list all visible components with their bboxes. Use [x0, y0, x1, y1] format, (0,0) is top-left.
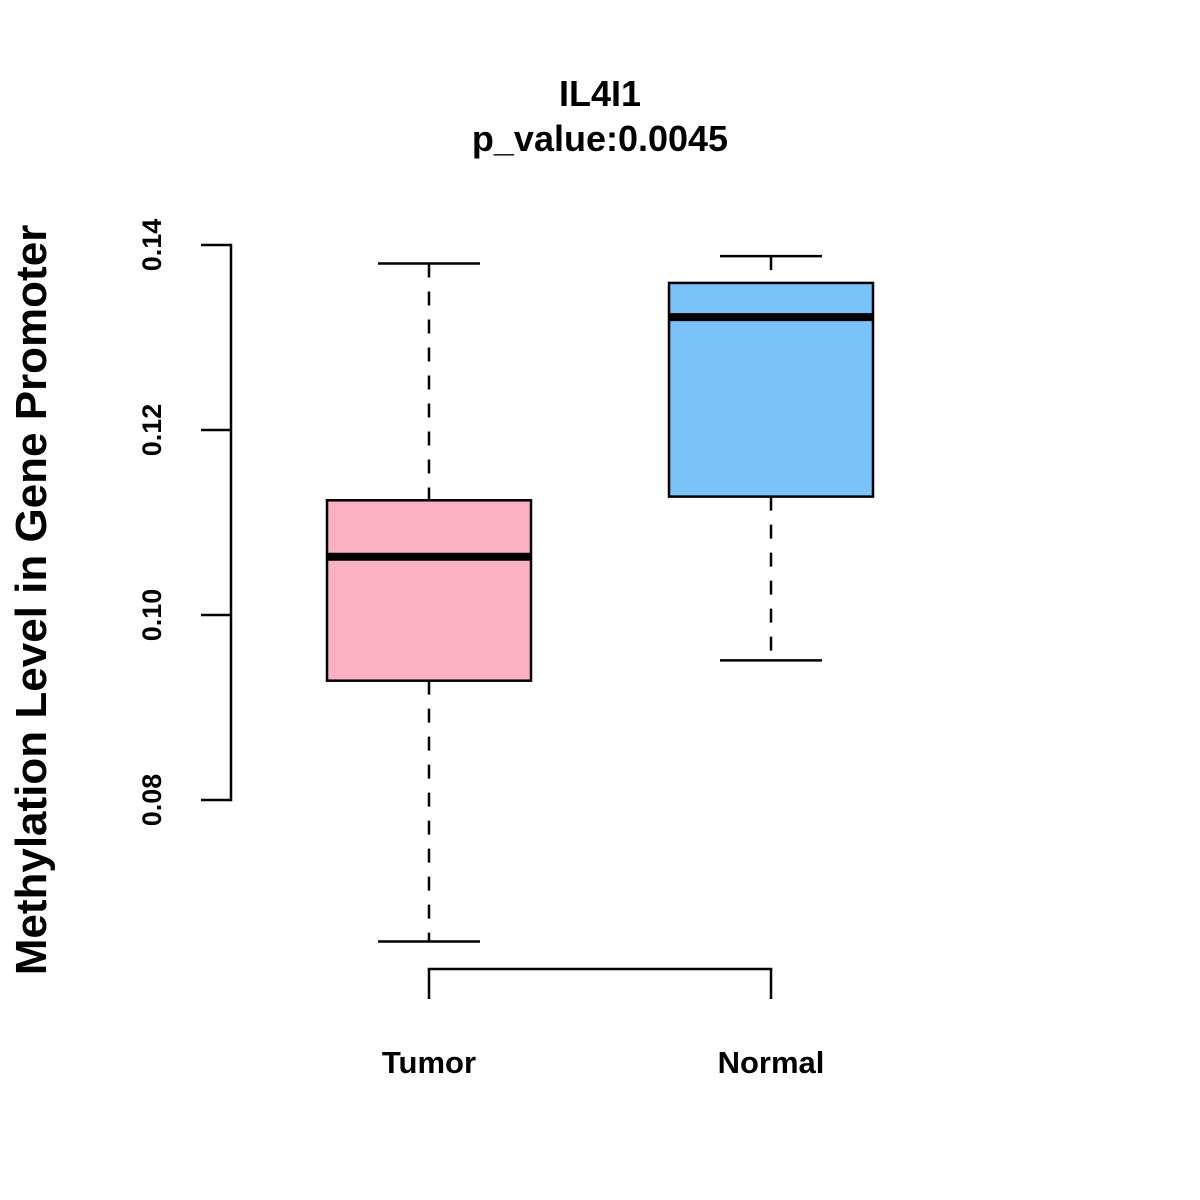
y-axis: 0.08 0.10 0.12 0.14 [137, 219, 233, 827]
y-tick-label: 0.12 [137, 404, 167, 457]
y-tick-label: 0.08 [137, 774, 167, 827]
y-axis-label: Methylation Level in Gene Promoter [7, 225, 56, 976]
x-axis: Tumor Normal [382, 967, 825, 1080]
boxes [325, 254, 875, 943]
box-tumor [325, 262, 533, 943]
iqr-box [325, 499, 533, 682]
title-group: IL4I1 p_value:0.0045 [472, 73, 728, 159]
box-normal [667, 254, 875, 662]
y-tick-label: 0.14 [137, 219, 167, 272]
chart-title: IL4I1 [559, 73, 641, 114]
x-tick-label-tumor: Tumor [382, 1045, 476, 1080]
chart-subtitle: p_value:0.0045 [472, 118, 728, 159]
y-tick-label: 0.10 [137, 589, 167, 642]
x-tick-label-normal: Normal [718, 1045, 825, 1080]
